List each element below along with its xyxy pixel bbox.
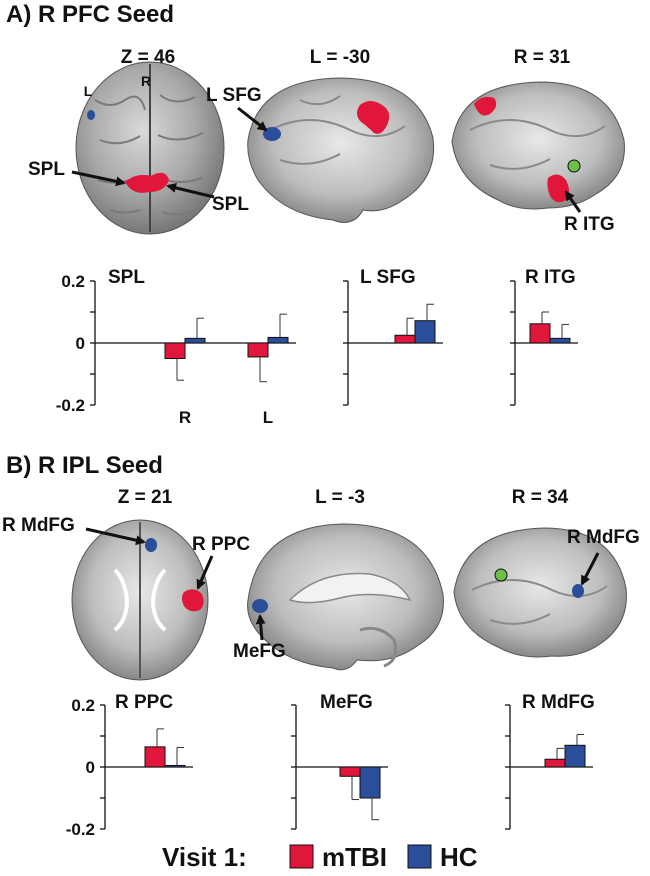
chart-title: L SFG [360, 267, 416, 288]
bar-charts: 0.2 0 -0.2 SPL R L L SFG R ITG 0.2 0 -0.2 R PPC MeFG… [56, 267, 595, 839]
bar-chart-3: 0.2 0 -0.2 R PPC [66, 692, 193, 839]
view-label-r34: R = 34 [512, 487, 569, 508]
category-label: L [263, 408, 273, 427]
bar-hc [359, 766, 381, 799]
rmdfg-left-label: R MdFG [2, 515, 75, 536]
y-tick-label: -0.2 [66, 820, 95, 839]
legend: Visit 1: mTBI HC [162, 842, 478, 872]
chart-title: SPL [108, 267, 145, 288]
lsfg-label: L SFG [206, 85, 262, 106]
bar-mtbi [144, 746, 166, 768]
bar-mtbi [164, 342, 186, 359]
legend-prefix: Visit 1: [162, 842, 247, 872]
bar-mtbi [544, 758, 566, 768]
bar-hc [564, 744, 586, 768]
mefg-arrow [255, 614, 266, 641]
mefg-label: MeFG [233, 641, 286, 662]
view-label-l-30: L = -30 [310, 47, 370, 68]
spl-right-arrow [166, 182, 215, 199]
brain-sagittal-a-l30 [247, 77, 435, 223]
view-label-l-3: L = -3 [315, 487, 365, 508]
chart-title: R ITG [525, 267, 576, 288]
y-tick-label: -0.2 [56, 396, 85, 415]
legend-swatch-mtbi [289, 844, 314, 869]
chart-title: MeFG [320, 692, 373, 713]
y-tick-label: 0.2 [71, 696, 95, 715]
chart-title: R PPC [115, 692, 173, 713]
legend-label-hc: HC [440, 842, 478, 872]
rmdfg-right-label: R MdFG [567, 527, 640, 548]
spl-left-label: SPL [28, 159, 65, 180]
bar-chart-1: L SFG [343, 267, 443, 406]
panel-b-title: B) R IPL Seed [6, 452, 163, 479]
bar-mtbi [394, 334, 416, 344]
view-label-r31: R = 31 [514, 47, 571, 68]
bar-mtbi [529, 323, 551, 344]
bar-hc [549, 337, 571, 344]
bar-chart-2: R ITG [510, 267, 578, 406]
hemisphere-r-label: R [141, 73, 151, 89]
bar-mtbi [339, 766, 361, 777]
bar-hc [267, 336, 289, 344]
brain-sagittal-a-r31 [451, 81, 625, 210]
bar-hc [164, 764, 186, 768]
bar-hc [184, 337, 206, 344]
category-label: R [179, 408, 191, 427]
ritg-arrow [564, 190, 582, 213]
bar-chart-5: R MdFG [505, 692, 595, 830]
brain-axial-b-z21 [71, 519, 209, 681]
y-tick-label: 0.2 [61, 272, 85, 291]
bar-chart-0: 0.2 0 -0.2 SPL R L [56, 267, 296, 427]
brain-sagittal-b-r34 [453, 527, 627, 658]
hemisphere-l-label: L [84, 83, 93, 99]
rmdfg-left-arrow [85, 527, 146, 546]
rmdfg-right-arrow [580, 552, 600, 586]
y-tick-label: 0 [76, 334, 85, 353]
brain-sagittal-b-l3 [247, 523, 444, 671]
spl-left-arrow [71, 170, 126, 187]
legend-label-mtbi: mTBI [322, 842, 387, 872]
chart-title: R MdFG [522, 692, 595, 713]
view-label-z21: Z = 21 [118, 487, 173, 508]
bar-chart-4: MeFG [291, 692, 388, 830]
bar-mtbi [247, 342, 269, 358]
lsfg-arrow [237, 106, 268, 132]
bar-hc [414, 320, 436, 344]
ritg-label: R ITG [564, 214, 615, 235]
panel-a-title: A) R PFC Seed [6, 1, 174, 28]
legend-swatch-hc [407, 844, 432, 869]
rppc-label: R PPC [192, 534, 250, 555]
spl-right-label: SPL [212, 194, 249, 215]
y-tick-label: 0 [86, 758, 95, 777]
rppc-arrow [196, 555, 214, 590]
